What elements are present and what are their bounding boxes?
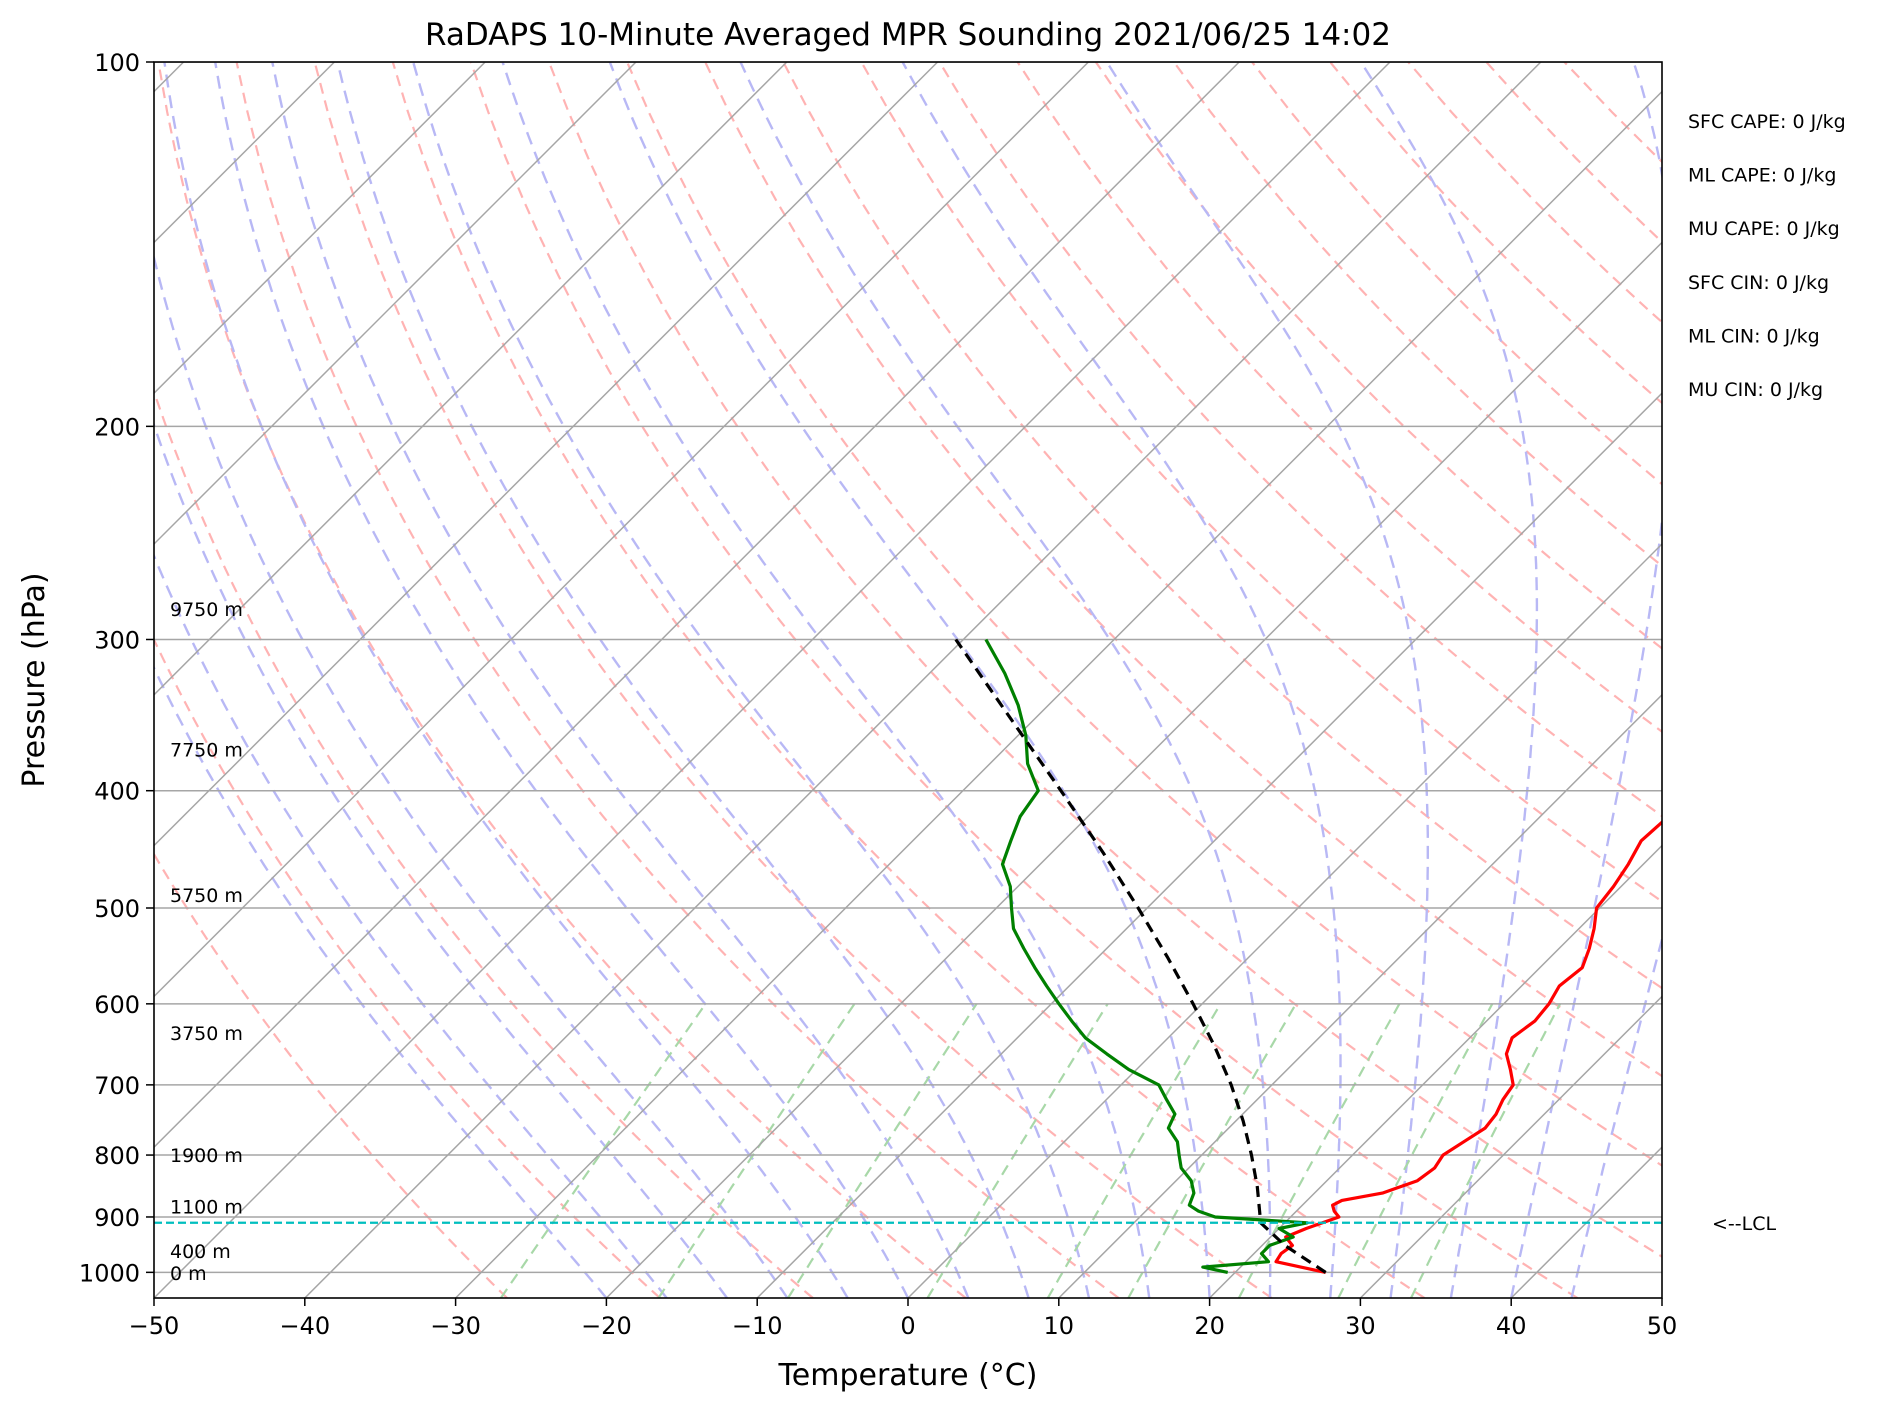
height-label: 7750 m xyxy=(170,740,243,762)
y-tick-label: 500 xyxy=(94,895,140,923)
height-label: 400 m xyxy=(170,1241,231,1263)
x-tick-label: −10 xyxy=(732,1312,783,1340)
y-tick-label: 200 xyxy=(94,413,140,441)
stability-index: ML CIN: 0 J/kg xyxy=(1688,325,1820,347)
y-tick-label: 100 xyxy=(94,49,140,77)
stability-index: MU CAPE: 0 J/kg xyxy=(1688,218,1840,240)
y-tick-label: 400 xyxy=(94,778,140,806)
y-tick-label: 800 xyxy=(94,1142,140,1170)
height-label: 0 m xyxy=(170,1263,207,1285)
y-tick-label: 600 xyxy=(94,991,140,1019)
x-tick-label: −40 xyxy=(279,1312,330,1340)
height-label: 1900 m xyxy=(170,1145,243,1167)
height-label: 3750 m xyxy=(170,1023,243,1045)
stability-index: SFC CAPE: 0 J/kg xyxy=(1688,111,1846,133)
x-tick-label: −20 xyxy=(581,1312,632,1340)
lcl-label: <--LCL xyxy=(1712,1213,1776,1235)
y-axis-label: Pressure (hPa) xyxy=(17,572,52,787)
x-tick-label: 30 xyxy=(1345,1312,1376,1340)
x-tick-label: −30 xyxy=(430,1312,481,1340)
x-tick-label: 50 xyxy=(1647,1312,1678,1340)
y-tick-label: 700 xyxy=(94,1072,140,1100)
x-axis-label: Temperature (°C) xyxy=(778,1358,1038,1393)
x-tick-label: 40 xyxy=(1496,1312,1527,1340)
chart-title: RaDAPS 10-Minute Averaged MPR Sounding 2… xyxy=(425,17,1391,53)
x-tick-label: 20 xyxy=(1194,1312,1225,1340)
x-tick-label: −50 xyxy=(129,1312,180,1340)
y-tick-label: 1000 xyxy=(79,1259,140,1287)
x-tick-label: 0 xyxy=(900,1312,915,1340)
x-tick-label: 10 xyxy=(1044,1312,1075,1340)
height-label: 1100 m xyxy=(170,1196,243,1218)
height-label: 9750 m xyxy=(170,599,243,621)
stability-index: MU CIN: 0 J/kg xyxy=(1688,379,1823,401)
y-tick-label: 300 xyxy=(94,626,140,654)
y-tick-label: 900 xyxy=(94,1204,140,1232)
stability-index: SFC CIN: 0 J/kg xyxy=(1688,272,1829,294)
stability-index: ML CAPE: 0 J/kg xyxy=(1688,165,1836,187)
height-label: 5750 m xyxy=(170,885,243,907)
